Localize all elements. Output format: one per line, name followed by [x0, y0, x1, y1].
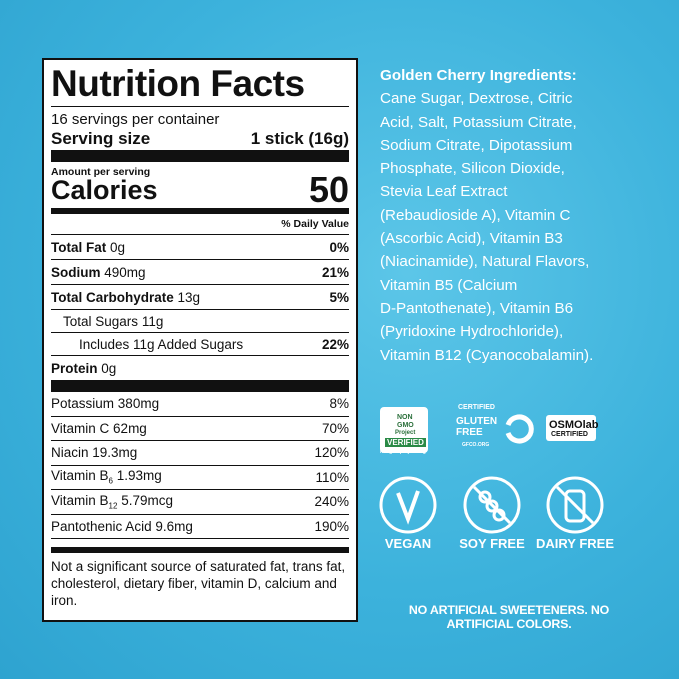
certification-text: Project — [395, 430, 416, 436]
vitamin-row: Potassium 380mg 8% — [51, 392, 349, 417]
ingredient-line: D-Pantothenate), Vitamin B6 — [380, 299, 574, 317]
vitamin-row: Vitamin B12 5.79mcg 240% — [51, 490, 349, 515]
footer: NO ARTIFICIAL SWEETENERS. NO ARTIFICIAL … — [408, 603, 610, 631]
calories-label: Calories — [51, 174, 158, 205]
nutrient-amount: 0g — [101, 360, 117, 376]
nutrient: Total Sugars 11g — [51, 314, 163, 329]
certification-text: NON — [397, 414, 413, 421]
vitamin-amount: 1.93mg — [116, 468, 162, 484]
vitamin-sub: 6 — [108, 477, 113, 487]
vitamin: Potassium 380mg — [51, 396, 159, 411]
nutrient-dv: 22% — [321, 336, 349, 352]
nutrient-amount: 0g — [110, 239, 126, 255]
ingredient-line: Cane Sugar, Dextrose, Citric — [380, 90, 573, 108]
ingredients-heading: Golden Cherry Ingredients: — [380, 67, 577, 84]
label-title: Nutrition Facts — [51, 64, 349, 107]
badge-label: VEGAN — [384, 536, 432, 551]
nutrient-name: Protein — [51, 360, 98, 376]
vitamin-row: Vitamin B6 1.93mg 110% — [51, 466, 349, 490]
amount-per-serving: Amount per serving — [51, 166, 151, 178]
vitamin-name: Vitamin B — [51, 492, 109, 508]
nutrient-row: Total Fat 0g 0% — [51, 235, 349, 260]
nutrient-row: Total Carbohydrate 13g 5% — [51, 285, 349, 310]
ingredient-line: Acid, Salt, Potassium Citrate, — [380, 113, 577, 131]
certification-text: VERIFIED — [385, 438, 426, 447]
vitamin-dv: 190% — [314, 518, 349, 534]
vitamin: Vitamin C 62mg — [51, 421, 147, 436]
ingredient-line: Vitamin B5 (Calcium — [380, 276, 518, 294]
nutrient-amount: 490mg — [104, 264, 146, 280]
nutrient-row: Sodium 490mg 21% — [51, 260, 349, 285]
vitamin-name: Potassium — [51, 396, 115, 412]
vitamin-name: Vitamin B — [51, 468, 109, 484]
serving-size-value: 1 stick (16g) — [250, 129, 349, 148]
ingredient-line: Sodium Citrate, Dipotassium — [380, 136, 573, 154]
nutrient-amount: 11g — [141, 313, 164, 329]
vitamin-amount: 19.3mg — [92, 445, 138, 461]
nutrient: Total Carbohydrate 13g — [51, 290, 200, 305]
vitamin-name: Vitamin C — [51, 420, 110, 436]
certification-text: nongmoproject.org — [380, 449, 426, 455]
vitamin-amount: 5.79mcg — [121, 492, 173, 508]
nutrient-name: Sodium — [51, 264, 101, 280]
badge-label: SOY FREE — [459, 536, 525, 551]
nutrient-dv: 21% — [321, 264, 349, 280]
nutrient-row: Includes 11g Added Sugars 22% — [51, 333, 349, 356]
ingredient-line: (Niacinamide), Natural Flavors, — [380, 253, 590, 271]
serving-size-label: Serving size — [51, 129, 151, 148]
nutrient-name: Includes 11g Added Sugars — [79, 336, 244, 352]
nutrient-dv: 5% — [329, 289, 349, 305]
nutrient-row: Protein 0g — [51, 356, 349, 380]
nutrient: Sodium 490mg — [51, 265, 146, 280]
ingredient-line: Vitamin B12 (Cyanocobalamin). — [380, 346, 594, 364]
ingredients: Golden Cherry Ingredients: Cane Sugar, D… — [380, 64, 593, 367]
certification-text: FREE — [456, 427, 483, 438]
vitamin-name: Pantothenic Acid — [51, 518, 152, 534]
nutrient-dv: 0% — [329, 239, 349, 255]
nutrient: Total Fat 0g — [51, 240, 125, 255]
nutrient-name: Total Sugars — [63, 313, 139, 329]
badge-label: DAIRY FREE — [535, 536, 614, 551]
ingredient-line: (Pyridoxine Hydrochloride), — [380, 323, 564, 341]
ingredient-line: (Rebaudioside A), Vitamin C — [380, 206, 571, 224]
nutrient-name: Total Carbohydrate — [51, 289, 174, 305]
certification-text: GFCO.ORG — [462, 442, 490, 448]
nutrient: Protein 0g — [51, 361, 116, 376]
calories-value: 50 — [308, 169, 349, 210]
certification-text: GMO — [397, 422, 414, 429]
nutrient-amount: 13g — [177, 289, 201, 305]
nutrient: Includes 11g Added Sugars — [51, 337, 243, 352]
vitamin-dv: 8% — [329, 396, 349, 412]
nutrition-label: Nutrition Facts 16 servings per containe… — [42, 58, 358, 622]
certification-text: GLUTEN — [456, 416, 498, 427]
vitamin-amount: 62mg — [113, 420, 147, 436]
certification-text: CERTIFIED — [458, 404, 495, 411]
vitamin-name: Niacin — [51, 445, 89, 461]
vitamin-sub: 12 — [108, 501, 118, 511]
vitamin: Niacin 19.3mg — [51, 445, 137, 460]
vitamin-dv: 240% — [314, 494, 349, 510]
servings: 16 servings per container — [51, 111, 220, 128]
vitamin-dv: 70% — [321, 420, 349, 436]
vitamin-amount: 380mg — [117, 396, 160, 412]
vitamin-amount: 9.6mg — [155, 518, 193, 534]
vitamin-row: Pantothenic Acid 9.6mg 190% — [51, 515, 349, 539]
nutrient-name: Total Fat — [51, 239, 107, 255]
ingredient-line: Stevia Leaf Extract — [380, 183, 508, 201]
certification-text: CERTIFIED — [551, 431, 588, 438]
vitamin: Vitamin B6 1.93mg — [51, 468, 162, 486]
vitamin: Pantothenic Acid 9.6mg — [51, 519, 193, 534]
vitamin: Vitamin B12 5.79mcg — [51, 493, 173, 511]
footnote: Not a significant source of saturated fa… — [51, 547, 349, 609]
vitamin-dv: 110% — [315, 469, 349, 485]
nutrient-row: Total Sugars 11g — [51, 310, 349, 333]
ingredient-line: (Ascorbic Acid), Vitamin B3 — [380, 230, 563, 248]
daily-value-header: % Daily Value — [281, 218, 349, 230]
certification-text: OSMOlab — [549, 419, 599, 431]
vitamin-row: Vitamin C 62mg 70% — [51, 417, 349, 441]
ingredient-line: Phosphate, Silicon Dioxide, — [380, 160, 565, 178]
vitamin-row: Niacin 19.3mg 120% — [51, 441, 349, 466]
vitamin-dv: 120% — [314, 445, 349, 461]
